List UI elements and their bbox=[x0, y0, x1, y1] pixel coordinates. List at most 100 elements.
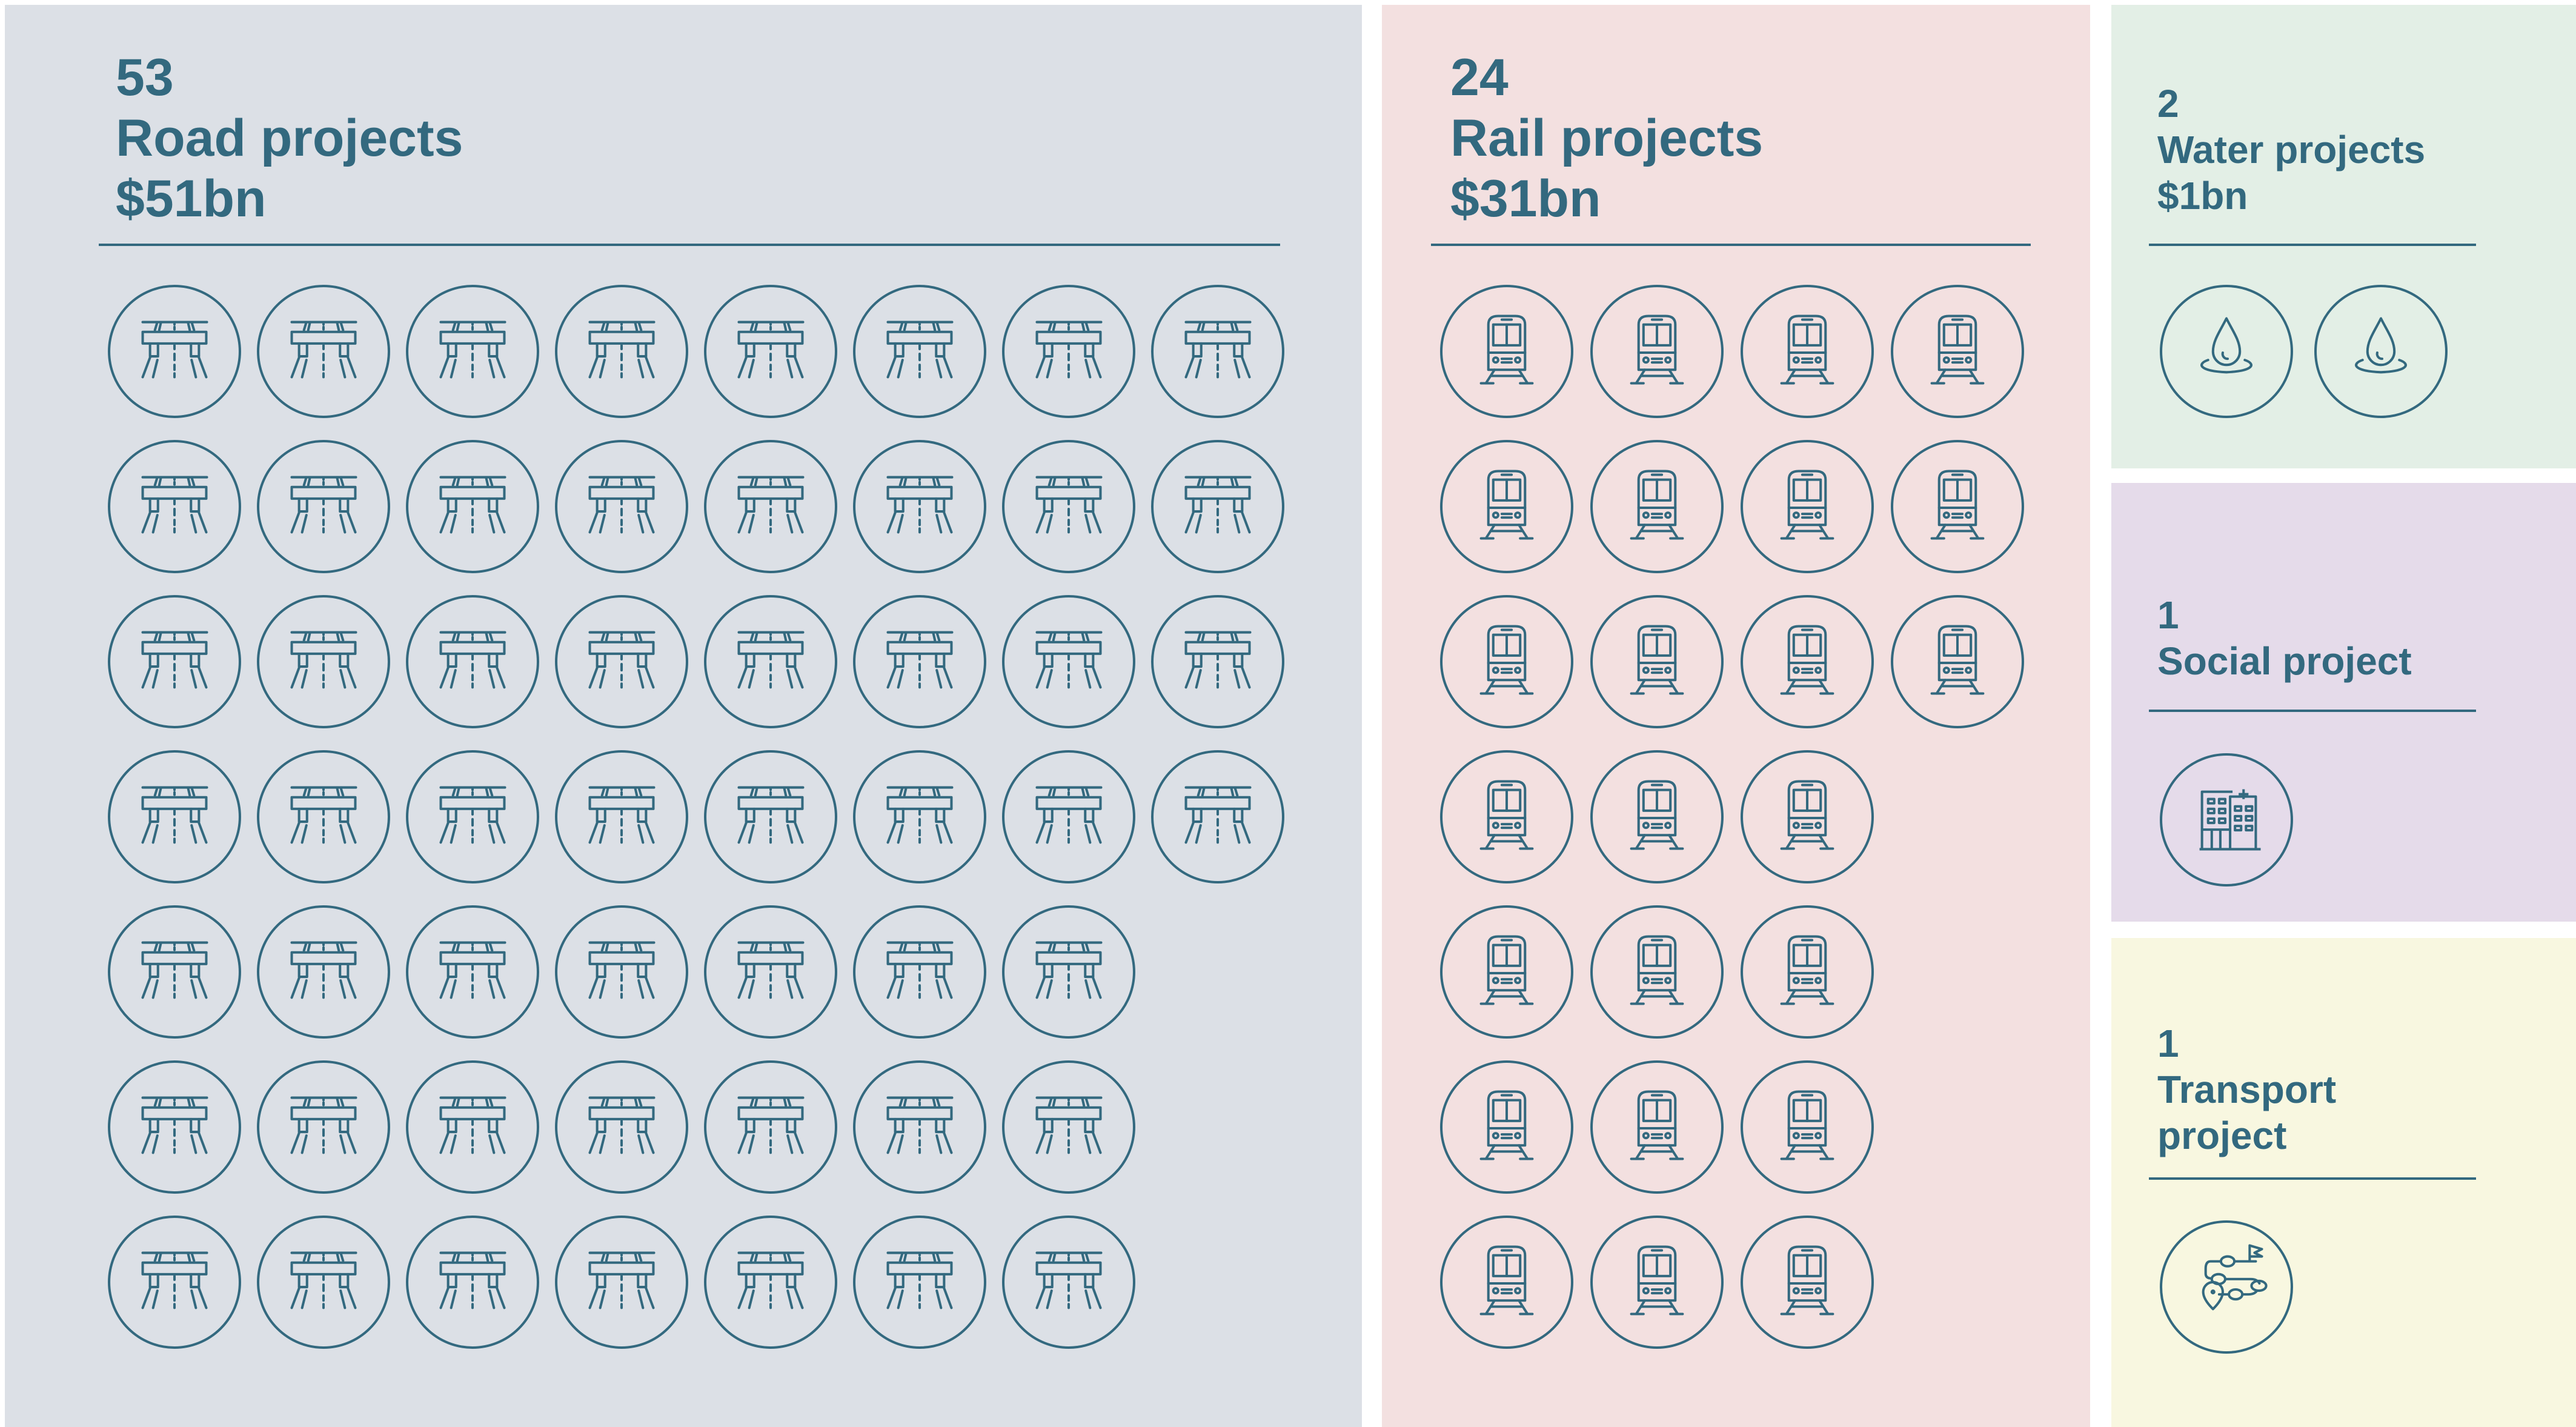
road-divider bbox=[99, 244, 1280, 246]
highway-overpass-icon bbox=[852, 1060, 987, 1194]
train-icon bbox=[1740, 1060, 1874, 1194]
social-header: 1 Social project bbox=[2157, 592, 2412, 684]
highway-overpass-icon bbox=[256, 284, 391, 419]
train-icon bbox=[1439, 439, 1574, 574]
train-icon bbox=[1890, 439, 2025, 574]
highway-overpass-icon bbox=[256, 750, 391, 884]
highway-overpass-icon bbox=[554, 284, 689, 419]
highway-overpass-icon bbox=[554, 905, 689, 1039]
highway-overpass-icon bbox=[107, 1215, 242, 1349]
social-divider bbox=[2149, 710, 2476, 712]
highway-overpass-icon bbox=[703, 1215, 838, 1349]
road-count: 53 bbox=[116, 48, 174, 107]
highway-overpass-icon bbox=[107, 439, 242, 574]
social-count: 1 bbox=[2157, 593, 2179, 637]
train-icon bbox=[1890, 284, 2025, 419]
highway-overpass-icon bbox=[703, 750, 838, 884]
water-count: 2 bbox=[2157, 82, 2179, 125]
highway-overpass-icon bbox=[1001, 284, 1136, 419]
train-icon bbox=[1890, 594, 2025, 729]
highway-overpass-icon bbox=[1001, 1215, 1136, 1349]
water-label: Water projects bbox=[2157, 128, 2426, 171]
highway-overpass-icon bbox=[554, 1060, 689, 1194]
social-panel: 1 Social project bbox=[2111, 483, 2576, 922]
highway-overpass-icon bbox=[256, 594, 391, 729]
train-icon bbox=[1590, 905, 1724, 1039]
transport-divider bbox=[2149, 1177, 2476, 1180]
highway-overpass-icon bbox=[554, 750, 689, 884]
water-divider bbox=[2149, 244, 2476, 246]
train-icon bbox=[1439, 905, 1574, 1039]
train-icon bbox=[1590, 594, 1724, 729]
hospital-icon bbox=[2159, 753, 2294, 887]
train-icon bbox=[1590, 284, 1724, 419]
train-icon bbox=[1439, 1060, 1574, 1194]
train-icon bbox=[1740, 1215, 1874, 1349]
highway-overpass-icon bbox=[703, 284, 838, 419]
train-icon bbox=[1740, 750, 1874, 884]
highway-overpass-icon bbox=[1001, 1060, 1136, 1194]
highway-overpass-icon bbox=[256, 439, 391, 574]
highway-overpass-icon bbox=[256, 905, 391, 1039]
highway-overpass-icon bbox=[554, 594, 689, 729]
water-drop-icon bbox=[2159, 284, 2294, 419]
transport-header: 1 Transport project bbox=[2157, 1020, 2336, 1159]
highway-overpass-icon bbox=[405, 1215, 540, 1349]
rail-header: 24 Rail projects $31bn bbox=[1450, 47, 1763, 229]
highway-overpass-icon bbox=[1001, 439, 1136, 574]
highway-overpass-icon bbox=[107, 594, 242, 729]
highway-overpass-icon bbox=[107, 750, 242, 884]
road-panel: 53 Road projects $51bn bbox=[5, 5, 1362, 1427]
highway-overpass-icon bbox=[703, 439, 838, 574]
highway-overpass-icon bbox=[1150, 594, 1285, 729]
highway-overpass-icon bbox=[1001, 905, 1136, 1039]
train-icon bbox=[1590, 439, 1724, 574]
road-header: 53 Road projects $51bn bbox=[116, 47, 463, 229]
transport-label-line1: Transport bbox=[2157, 1068, 2337, 1111]
transport-count: 1 bbox=[2157, 1022, 2179, 1065]
highway-overpass-icon bbox=[256, 1060, 391, 1194]
train-icon bbox=[1740, 284, 1874, 419]
highway-overpass-icon bbox=[852, 750, 987, 884]
train-icon bbox=[1590, 1215, 1724, 1349]
route-map-icon bbox=[2159, 1220, 2294, 1354]
highway-overpass-icon bbox=[405, 284, 540, 419]
highway-overpass-icon bbox=[1150, 284, 1285, 419]
train-icon bbox=[1439, 750, 1574, 884]
water-header: 2 Water projects $1bn bbox=[2157, 81, 2425, 219]
train-icon bbox=[1590, 1060, 1724, 1194]
highway-overpass-icon bbox=[405, 905, 540, 1039]
highway-overpass-icon bbox=[256, 1215, 391, 1349]
highway-overpass-icon bbox=[852, 905, 987, 1039]
highway-overpass-icon bbox=[405, 439, 540, 574]
highway-overpass-icon bbox=[852, 284, 987, 419]
train-icon bbox=[1439, 594, 1574, 729]
highway-overpass-icon bbox=[1001, 750, 1136, 884]
highway-overpass-icon bbox=[107, 905, 242, 1039]
social-label: Social project bbox=[2157, 639, 2412, 683]
highway-overpass-icon bbox=[703, 905, 838, 1039]
highway-overpass-icon bbox=[107, 1060, 242, 1194]
highway-overpass-icon bbox=[852, 1215, 987, 1349]
water-value: $1bn bbox=[2157, 174, 2248, 218]
highway-overpass-icon bbox=[852, 594, 987, 729]
water-drop-icon bbox=[2314, 284, 2448, 419]
rail-count: 24 bbox=[1450, 48, 1509, 107]
highway-overpass-icon bbox=[703, 1060, 838, 1194]
train-icon bbox=[1740, 594, 1874, 729]
train-icon bbox=[1439, 1215, 1574, 1349]
highway-overpass-icon bbox=[852, 439, 987, 574]
transport-panel: 1 Transport project bbox=[2111, 938, 2576, 1427]
highway-overpass-icon bbox=[405, 594, 540, 729]
water-panel: 2 Water projects $1bn bbox=[2111, 5, 2576, 468]
highway-overpass-icon bbox=[405, 1060, 540, 1194]
highway-overpass-icon bbox=[405, 750, 540, 884]
road-label: Road projects bbox=[116, 109, 463, 167]
transport-label-line2: project bbox=[2157, 1114, 2287, 1157]
rail-panel: 24 Rail projects $31bn bbox=[1382, 5, 2090, 1427]
highway-overpass-icon bbox=[1150, 439, 1285, 574]
highway-overpass-icon bbox=[107, 284, 242, 419]
highway-overpass-icon bbox=[1001, 594, 1136, 729]
train-icon bbox=[1439, 284, 1574, 419]
train-icon bbox=[1590, 750, 1724, 884]
